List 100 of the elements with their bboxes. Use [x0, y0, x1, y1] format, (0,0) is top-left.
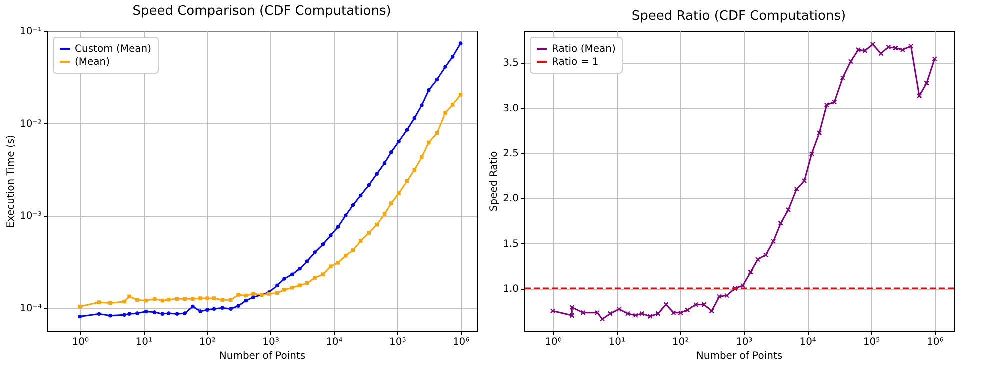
- point: [329, 264, 333, 268]
- point: [678, 310, 684, 316]
- x-axis-title: Number of Points: [696, 351, 783, 362]
- point: [862, 48, 868, 54]
- point: [444, 65, 448, 69]
- point: [702, 302, 707, 308]
- point: [160, 312, 165, 316]
- point: [358, 239, 363, 243]
- point: [763, 252, 769, 258]
- point: [648, 314, 654, 320]
- y-axis-title: Speed Ratio: [489, 151, 500, 212]
- point: [313, 276, 317, 280]
- x-tick-label: 10⁴: [800, 337, 816, 348]
- point: [458, 42, 463, 46]
- y-tick-label: 3.0: [503, 103, 519, 114]
- point: [144, 310, 148, 314]
- point: [206, 296, 210, 300]
- point: [212, 307, 216, 311]
- point: [358, 194, 363, 198]
- point: [848, 59, 854, 64]
- point: [336, 261, 340, 265]
- point: [840, 75, 846, 81]
- y-tick-label: 10⁻¹: [20, 26, 42, 38]
- legend-label: Custom (Mean): [75, 44, 152, 55]
- point: [709, 308, 715, 314]
- point: [298, 284, 302, 288]
- point: [427, 88, 431, 92]
- point: [717, 294, 722, 300]
- point: [276, 291, 280, 296]
- point: [748, 270, 754, 275]
- point: [794, 186, 800, 192]
- point: [450, 103, 455, 107]
- point: [778, 220, 784, 226]
- x-axis-title: Number of Points: [219, 351, 306, 362]
- point: [191, 304, 195, 309]
- x-tick-label: 10¹: [136, 337, 152, 348]
- point: [367, 231, 372, 235]
- point: [693, 302, 699, 308]
- y-tick-label: 3.5: [503, 58, 519, 70]
- x-tick-label: 10⁴: [326, 337, 343, 348]
- chart-title: Speed Comparison (CDF Computations): [132, 4, 392, 19]
- point: [183, 297, 187, 302]
- point: [212, 296, 216, 300]
- point: [236, 293, 240, 297]
- point: [336, 225, 340, 229]
- point: [684, 308, 690, 313]
- point: [450, 55, 455, 59]
- point: [382, 162, 387, 166]
- x-tick-label: 10⁰: [545, 337, 562, 348]
- y-tick-label: 2.0: [503, 194, 519, 205]
- point: [444, 111, 448, 115]
- point: [594, 310, 600, 316]
- point: [166, 312, 171, 316]
- chart-title: Speed Ratio (CDF Computations): [632, 9, 846, 24]
- point: [405, 128, 410, 132]
- point: [229, 298, 233, 302]
- point: [420, 155, 424, 160]
- point: [220, 306, 224, 310]
- y-tick-label: 10⁻³: [20, 211, 42, 222]
- point: [740, 283, 746, 288]
- x-tick-label: 10³: [262, 337, 280, 348]
- point: [755, 257, 761, 262]
- point: [252, 292, 256, 296]
- point: [236, 304, 240, 308]
- y-tick-label: 2.5: [503, 148, 519, 160]
- point: [290, 286, 294, 290]
- point: [616, 306, 622, 312]
- point: [351, 248, 356, 252]
- x-tick-label: 10⁶: [926, 337, 944, 348]
- point: [136, 298, 140, 302]
- point: [608, 311, 614, 316]
- legend-label: Ratio (Mean): [552, 44, 616, 55]
- y-axis-title: Execution Time (s): [6, 134, 17, 228]
- point: [252, 296, 256, 300]
- point: [175, 312, 180, 316]
- point: [367, 183, 372, 188]
- point: [206, 308, 210, 312]
- point: [122, 300, 126, 304]
- point: [412, 116, 417, 120]
- point: [816, 130, 822, 136]
- point: [809, 151, 815, 156]
- x-tick-label: 10²: [199, 337, 216, 348]
- point: [351, 203, 356, 208]
- point: [298, 267, 302, 271]
- legend-label: (Mean): [75, 57, 110, 68]
- point: [313, 250, 317, 254]
- y-tick-label: 10⁻²: [20, 118, 42, 130]
- point: [305, 260, 310, 264]
- point: [664, 302, 669, 308]
- x-tick-label: 10⁵: [390, 337, 406, 348]
- point: [276, 284, 280, 288]
- legend-label: Ratio = 1: [552, 57, 599, 68]
- point: [244, 298, 248, 303]
- y-tick-label: 1.0: [503, 284, 519, 296]
- point: [639, 311, 645, 316]
- point: [856, 47, 862, 53]
- point: [282, 277, 286, 281]
- point: [321, 272, 326, 276]
- point: [886, 44, 892, 50]
- x-tick-label: 10⁵: [863, 337, 880, 348]
